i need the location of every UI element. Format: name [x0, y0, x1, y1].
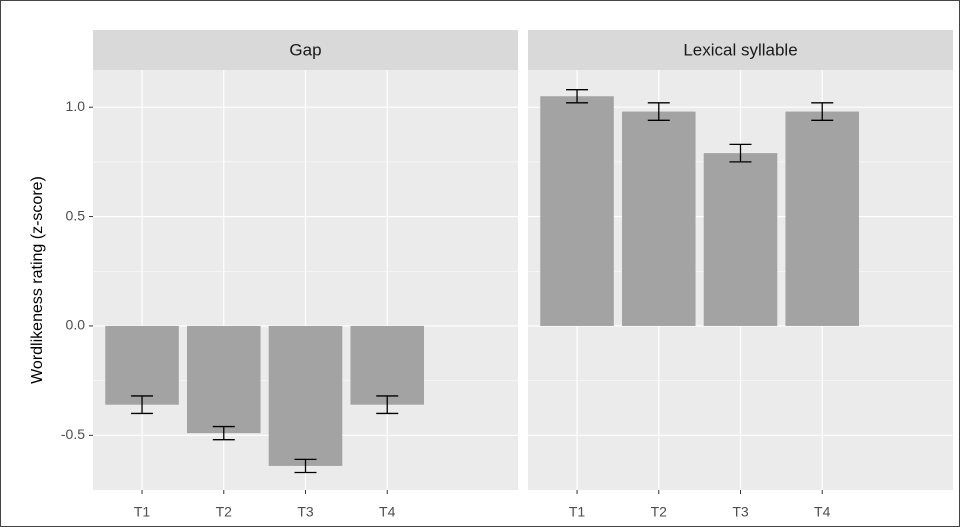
- bar: [268, 325, 343, 466]
- error-bar: [294, 458, 317, 474]
- error-bar: [729, 143, 752, 163]
- strip-label: Gap: [289, 40, 321, 59]
- x-tick-label: T2: [651, 504, 668, 520]
- strip-label: Lexical syllable: [683, 40, 797, 59]
- x-tick-label: T3: [732, 504, 749, 520]
- y-tick-label: 0.5: [66, 207, 86, 223]
- bar: [785, 111, 860, 326]
- bar: [186, 325, 261, 434]
- bar: [540, 96, 614, 326]
- strip: [93, 30, 518, 70]
- y-tick-label: 0.0: [66, 317, 86, 333]
- bar: [703, 153, 778, 326]
- bar: [105, 325, 179, 405]
- error-bar: [131, 395, 154, 415]
- x-tick-label: T4: [379, 504, 396, 520]
- bar: [621, 111, 696, 326]
- y-axis-label: Wordlikeness rating (z-score): [29, 176, 46, 384]
- error-bar: [647, 102, 670, 121]
- x-tick-label: T4: [814, 504, 831, 520]
- x-tick-label: T3: [297, 504, 314, 520]
- error-bar: [811, 102, 834, 121]
- bar: [350, 325, 425, 405]
- y-tick-label: 1.0: [66, 98, 86, 114]
- error-bar: [212, 425, 235, 441]
- error-bar: [376, 395, 399, 415]
- y-tick-label: -0.5: [61, 426, 85, 442]
- error-bar: [566, 89, 589, 104]
- strip: [528, 30, 953, 70]
- x-tick-label: T1: [569, 504, 586, 520]
- x-tick-label: T1: [134, 504, 151, 520]
- x-tick-label: T2: [216, 504, 233, 520]
